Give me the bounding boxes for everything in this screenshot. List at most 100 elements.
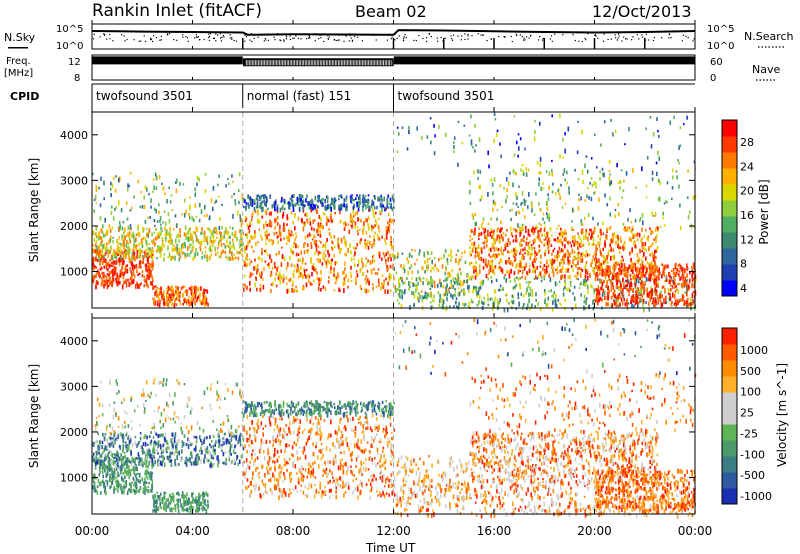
scatter-cell xyxy=(686,289,688,294)
nsky-point xyxy=(480,34,482,36)
scatter-cell xyxy=(172,228,175,231)
scatter-cell xyxy=(561,274,564,278)
scatter-cell xyxy=(538,229,540,233)
scatter-cell xyxy=(636,254,639,258)
scatter-cell xyxy=(474,149,476,153)
scatter-cell xyxy=(162,186,165,191)
scatter-cell xyxy=(313,279,315,283)
scatter-cell xyxy=(667,292,670,295)
scatter-cell xyxy=(264,202,266,205)
scatter-cell xyxy=(257,268,259,272)
scatter-cell xyxy=(555,268,557,271)
scatter-cell xyxy=(233,253,235,256)
scatter-cell xyxy=(552,299,555,302)
scatter-cell xyxy=(146,274,149,278)
scatter-cell xyxy=(626,283,629,288)
scatter-cell xyxy=(107,285,110,288)
scatter-cell xyxy=(593,133,596,136)
scatter-cell xyxy=(460,289,463,293)
scatter-cell xyxy=(92,485,95,490)
scatter-cell xyxy=(678,184,680,189)
scatter-cell xyxy=(484,228,486,232)
scatter-cell xyxy=(536,161,539,165)
scatter-cell xyxy=(458,282,461,286)
scatter-cell xyxy=(355,247,357,250)
scatter-cell xyxy=(659,181,662,186)
scatter-cell xyxy=(383,254,386,259)
scatter-cell xyxy=(339,247,342,253)
scatter-cell xyxy=(625,275,627,279)
scatter-cell xyxy=(189,204,191,208)
scatter-cell xyxy=(597,234,599,238)
scatter-cell xyxy=(651,251,654,255)
scatter-cell xyxy=(187,236,189,240)
scatter-cell xyxy=(646,267,648,272)
scatter-cell xyxy=(616,286,619,290)
scatter-cell xyxy=(615,301,618,306)
scatter-cell xyxy=(128,474,130,480)
scatter-cell xyxy=(660,290,662,294)
scatter-cell xyxy=(544,252,546,257)
scatter-cell xyxy=(109,238,111,243)
scatter-cell xyxy=(594,298,597,303)
scatter-cell xyxy=(467,305,470,308)
scatter-cell xyxy=(610,246,613,251)
scatter-cell xyxy=(379,202,382,207)
scatter-cell xyxy=(602,232,605,236)
scatter-cell xyxy=(112,260,115,266)
scatter-cell xyxy=(146,227,148,230)
scatter-cell xyxy=(501,268,504,274)
scatter-cell xyxy=(135,468,137,472)
scatter-cell xyxy=(222,235,224,240)
scatter-cell xyxy=(239,244,241,249)
scatter-cell xyxy=(677,289,679,294)
scatter-cell xyxy=(125,201,128,205)
scatter-cell xyxy=(207,302,209,307)
scatter-cell xyxy=(146,187,148,192)
nsky-point xyxy=(195,36,198,38)
scatter-cell xyxy=(202,294,205,299)
scatter-cell xyxy=(126,268,129,274)
scatter-cell xyxy=(360,287,363,290)
scatter-cell xyxy=(206,235,209,240)
scatter-cell xyxy=(205,237,208,243)
scatter-cell xyxy=(630,300,632,304)
scatter-cell xyxy=(112,477,114,482)
scatter-cell xyxy=(597,241,599,245)
nsky-point xyxy=(521,35,523,38)
nsky-point xyxy=(440,36,442,39)
scatter-cell xyxy=(321,198,323,203)
scatter-cell xyxy=(472,275,474,279)
freq-dot xyxy=(388,60,390,66)
scatter-cell xyxy=(566,170,568,175)
scatter-cell xyxy=(391,195,394,198)
scatter-cell xyxy=(298,203,300,206)
scatter-cell xyxy=(431,283,434,288)
scatter-cell xyxy=(665,279,668,282)
scatter-cell xyxy=(259,287,261,291)
scatter-cell xyxy=(638,289,641,293)
nsky-point xyxy=(244,40,246,42)
scatter-cell xyxy=(264,221,267,226)
scatter-cell xyxy=(364,264,367,267)
scatter-cell xyxy=(398,132,400,136)
scatter-cell xyxy=(169,286,171,291)
scatter-cell xyxy=(551,190,554,194)
scatter-cell xyxy=(606,272,608,277)
scatter-cell xyxy=(573,256,575,261)
scatter-cell xyxy=(483,231,485,234)
scatter-cell xyxy=(135,489,137,494)
scatter-cell xyxy=(246,285,248,290)
scatter-cell xyxy=(610,282,613,287)
scatter-cell xyxy=(414,249,416,252)
scatter-cell xyxy=(482,302,484,306)
nsky-point xyxy=(327,38,329,40)
scatter-cell xyxy=(294,203,296,207)
scatter-cell xyxy=(649,115,652,119)
scatter-cell xyxy=(375,219,377,223)
scatter-cell xyxy=(246,234,248,239)
scatter-cell xyxy=(574,303,577,308)
scatter-cell xyxy=(280,237,282,242)
scatter-cell xyxy=(154,300,157,305)
freq-dot xyxy=(373,60,375,66)
